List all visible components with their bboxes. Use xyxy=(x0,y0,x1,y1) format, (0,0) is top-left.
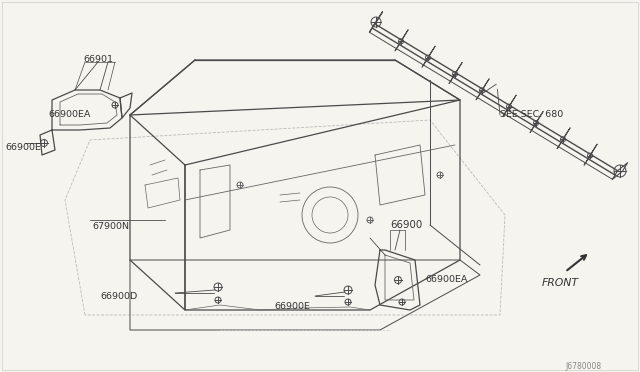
Text: 66900EA: 66900EA xyxy=(48,110,90,119)
Text: 66900EA: 66900EA xyxy=(425,275,467,284)
Text: SEE SEC. 680: SEE SEC. 680 xyxy=(500,110,563,119)
Text: 66900D: 66900D xyxy=(100,292,138,301)
Text: J6780008: J6780008 xyxy=(565,362,601,371)
Text: 66900E: 66900E xyxy=(5,143,41,152)
Text: 66900: 66900 xyxy=(390,220,422,230)
Text: 66900E: 66900E xyxy=(274,302,310,311)
Text: 67900N: 67900N xyxy=(92,222,129,231)
Text: 66901: 66901 xyxy=(83,55,113,64)
Text: FRONT: FRONT xyxy=(542,278,579,288)
